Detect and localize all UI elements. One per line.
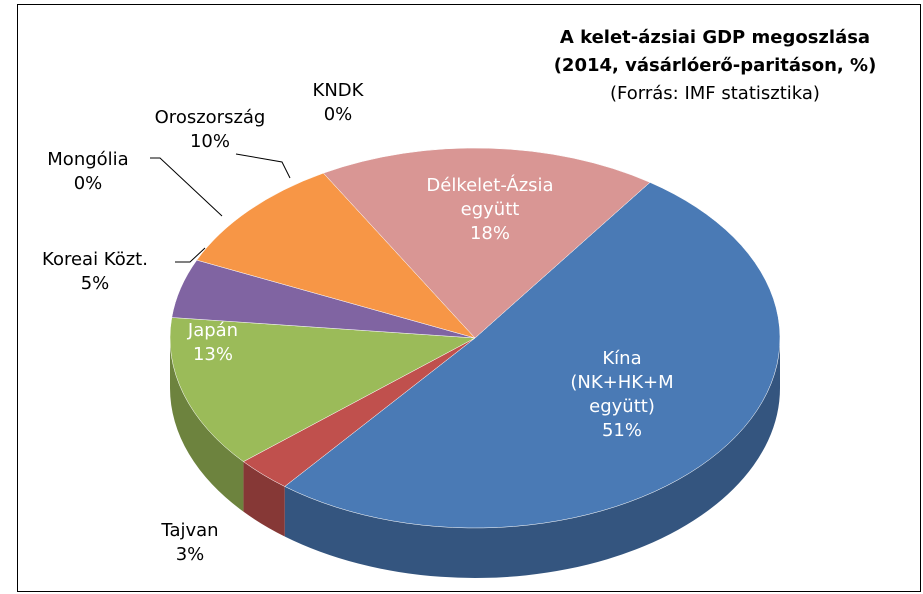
value-label: 18% — [469, 223, 510, 244]
slice-label: Oroszország 10% — [135, 106, 285, 154]
value-label: 0% — [323, 104, 353, 125]
slice-label: Kína (NK+HK+M együtt) 51% — [552, 347, 692, 443]
leader-line — [150, 157, 223, 217]
pie-slice — [196, 172, 476, 339]
pie-side — [170, 338, 244, 512]
category-label: Mongólia — [47, 149, 129, 170]
pie-side — [243, 461, 285, 537]
chart-title: A kelet-ázsiai GDP megoszlása — [559, 27, 871, 48]
category-label: Koreai Közt. — [42, 249, 148, 270]
chart-subtitle: (Forrás: IMF statisztika) — [610, 83, 820, 104]
pie — [169, 147, 781, 578]
category-label: Délkelet-Ázsia együtt — [426, 175, 554, 220]
value-label: 0% — [73, 173, 103, 194]
title-block: A kelet-ázsiai GDP megoszlása (2014, vás… — [515, 24, 915, 108]
value-label: 5% — [80, 273, 110, 294]
value-label: 10% — [189, 131, 230, 152]
category-label: Japán — [187, 320, 239, 341]
pie-slice — [169, 317, 476, 462]
chart-border — [17, 4, 921, 592]
slice-label: KNDK 0% — [288, 79, 388, 127]
slice-label: Mongólia 0% — [23, 148, 153, 196]
slice-label: Japán 13% — [163, 319, 263, 367]
value-label: 51% — [601, 420, 642, 441]
pie-slice — [322, 147, 651, 339]
leader-line — [175, 247, 206, 263]
pie-side — [284, 338, 781, 578]
slice-label: Tajvan 3% — [130, 519, 250, 567]
category-label: Kína (NK+HK+M együtt) — [570, 348, 674, 417]
slice-label: Délkelet-Ázsia együtt 18% — [425, 174, 555, 246]
category-label: Oroszország — [154, 107, 266, 128]
leader-line — [235, 153, 291, 179]
pie-slice — [284, 182, 781, 529]
category-label: Tajvan — [161, 520, 219, 541]
value-label: 3% — [175, 544, 205, 565]
category-label: KNDK — [312, 80, 364, 101]
chart-title: (2014, vásárlóerő-paritáson, %) — [553, 55, 877, 76]
slice-label: Koreai Közt. 5% — [20, 248, 170, 296]
value-label: 13% — [192, 344, 233, 365]
